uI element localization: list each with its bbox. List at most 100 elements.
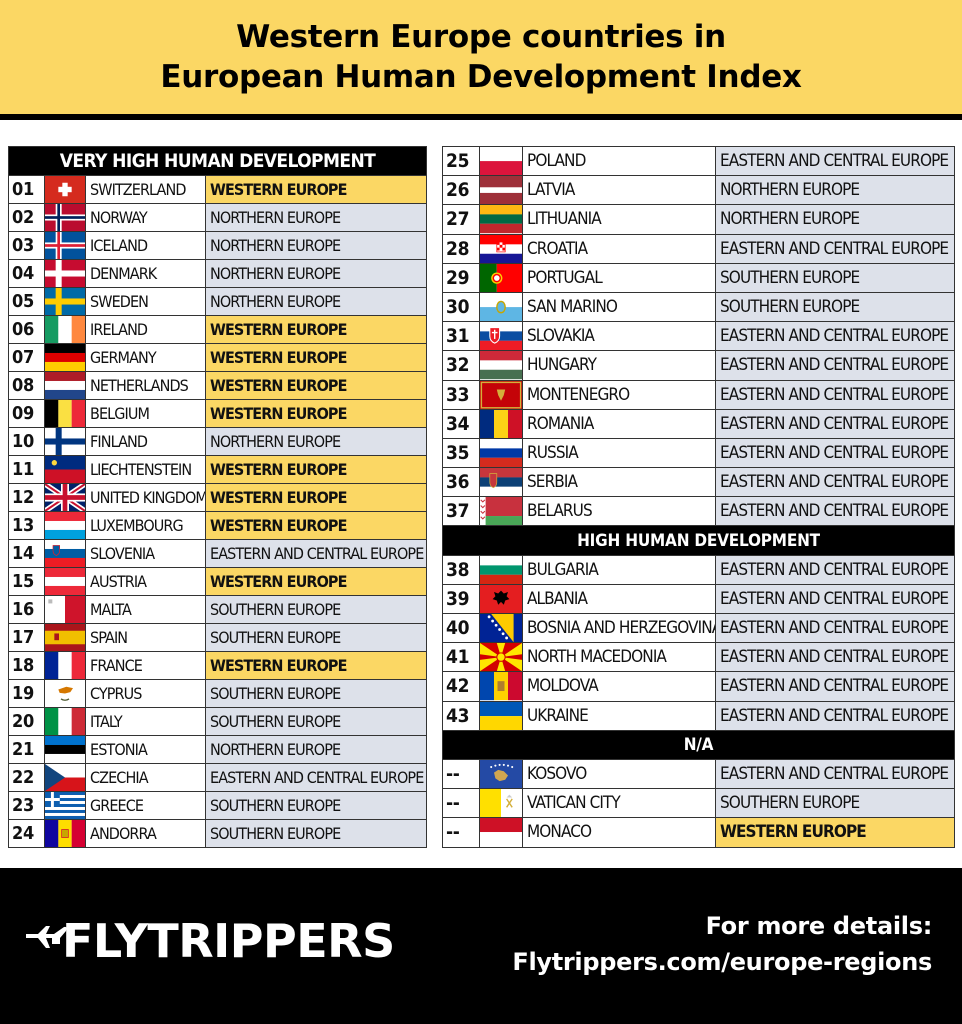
denmark-flag bbox=[44, 259, 86, 288]
country-name: BOSNIA AND HERZEGOVINA bbox=[522, 612, 716, 644]
portugal-flag bbox=[479, 262, 523, 293]
rank: 37 bbox=[442, 496, 480, 527]
hungary-flag bbox=[479, 350, 523, 381]
country-name: ESTONIA bbox=[85, 735, 206, 764]
country-name: UNITED KINGDOM bbox=[85, 483, 206, 512]
table-row: 36 SERBIA EASTERN AND CENTRAL EUROPE bbox=[442, 467, 955, 498]
table-row: 23 GREECE SOUTHERN EUROPE bbox=[8, 791, 427, 820]
footer: FLYTRIPPERS For more details: Flytripper… bbox=[0, 868, 962, 1024]
greece-flag bbox=[44, 791, 86, 820]
table-row: 15 AUSTRIA WESTERN EUROPE bbox=[8, 567, 427, 596]
region-label: EASTERN AND CENTRAL EUROPE bbox=[715, 642, 955, 673]
russia-flag bbox=[479, 437, 523, 469]
andorra-flag bbox=[44, 819, 86, 848]
country-name: MONTENEGRO bbox=[522, 379, 716, 410]
spain-flag bbox=[44, 623, 86, 652]
region-label: SOUTHERN EUROPE bbox=[205, 623, 427, 652]
germany-flag bbox=[44, 343, 86, 372]
table-row: 21 ESTONIA NORTHERN EUROPE bbox=[8, 735, 427, 764]
country-name: SLOVAKIA bbox=[522, 321, 716, 352]
rank: 10 bbox=[8, 427, 45, 456]
table-row: 14 SLOVENIA EASTERN AND CENTRAL EUROPE bbox=[8, 539, 427, 568]
country-name: RUSSIA bbox=[522, 437, 716, 469]
rank: 14 bbox=[8, 539, 45, 568]
country-name: PORTUGAL bbox=[522, 262, 716, 293]
rank: -- bbox=[442, 817, 480, 848]
rank: 24 bbox=[8, 819, 45, 848]
rank: 20 bbox=[8, 707, 45, 736]
lithuania-flag bbox=[479, 204, 523, 235]
rank: 01 bbox=[8, 175, 45, 204]
table-row: 34 ROMANIA EASTERN AND CENTRAL EUROPE bbox=[442, 408, 955, 439]
country-name: LATVIA bbox=[522, 175, 716, 206]
country-name: BELARUS bbox=[522, 496, 716, 527]
rank: 39 bbox=[442, 583, 480, 615]
region-label: SOUTHERN EUROPE bbox=[205, 595, 427, 624]
rank: 13 bbox=[8, 511, 45, 540]
rank: 35 bbox=[442, 437, 480, 469]
rank: 03 bbox=[8, 231, 45, 260]
table-row: 16 MALTA SOUTHERN EUROPE bbox=[8, 595, 427, 624]
region-label: EASTERN AND CENTRAL EUROPE bbox=[715, 700, 955, 731]
table-row: 06 IRELAND WESTERN EUROPE bbox=[8, 315, 427, 344]
region-label: EASTERN AND CENTRAL EUROPE bbox=[715, 145, 955, 177]
section-header-high: HIGH HUMAN DEVELOPMENT bbox=[442, 525, 955, 556]
table-row: 42 MOLDOVA EASTERN AND CENTRAL EUROPE bbox=[442, 671, 955, 702]
poland-flag bbox=[479, 145, 523, 177]
section-title: HIGH HUMAN DEVELOPMENT bbox=[442, 525, 955, 556]
ireland-flag bbox=[44, 315, 86, 344]
san-marino-flag bbox=[479, 291, 523, 323]
section-header-na: N/A bbox=[442, 729, 955, 760]
table-row: 28 CROATIA EASTERN AND CENTRAL EUROPE bbox=[442, 233, 955, 264]
footer-details: For more details: Flytrippers.com/europe… bbox=[512, 908, 932, 980]
table-row: 20 ITALY SOUTHERN EUROPE bbox=[8, 707, 427, 736]
region-label: WESTERN EUROPE bbox=[205, 511, 427, 540]
table-row: 35 RUSSIA EASTERN AND CENTRAL EUROPE bbox=[442, 437, 955, 469]
country-name: VATICAN CITY bbox=[522, 788, 716, 819]
table-row: 02 NORWAY NORTHERN EUROPE bbox=[8, 203, 427, 232]
flytrippers-logo[interactable]: FLYTRIPPERS bbox=[24, 914, 395, 968]
belgium-flag bbox=[44, 399, 86, 428]
rank: 11 bbox=[8, 455, 45, 484]
region-label: SOUTHERN EUROPE bbox=[205, 707, 427, 736]
region-label: WESTERN EUROPE bbox=[205, 567, 427, 596]
country-name: BULGARIA bbox=[522, 554, 716, 585]
country-name: ROMANIA bbox=[522, 408, 716, 439]
rank: 07 bbox=[8, 343, 45, 372]
table-row: 38 BULGARIA EASTERN AND CENTRAL EUROPE bbox=[442, 554, 955, 585]
netherlands-flag bbox=[44, 371, 86, 400]
table-row: 29 PORTUGAL SOUTHERN EUROPE bbox=[442, 262, 955, 293]
table-row: 43 UKRAINE EASTERN AND CENTRAL EUROPE bbox=[442, 700, 955, 731]
table-row: 13 LUXEMBOURG WESTERN EUROPE bbox=[8, 511, 427, 540]
romania-flag bbox=[479, 408, 523, 439]
rank: 15 bbox=[8, 567, 45, 596]
region-label: SOUTHERN EUROPE bbox=[205, 679, 427, 708]
region-label: EASTERN AND CENTRAL EUROPE bbox=[715, 350, 955, 381]
cyprus-flag bbox=[44, 679, 86, 708]
section-header-very-high: VERY HIGH HUMAN DEVELOPMENT bbox=[8, 146, 427, 176]
table-row: 25 POLAND EASTERN AND CENTRAL EUROPE bbox=[442, 145, 955, 177]
table-row: 17 SPAIN SOUTHERN EUROPE bbox=[8, 623, 427, 652]
region-label: EASTERN AND CENTRAL EUROPE bbox=[715, 583, 955, 615]
region-label: EASTERN AND CENTRAL EUROPE bbox=[715, 671, 955, 702]
region-label: WESTERN EUROPE bbox=[715, 817, 955, 848]
table-row: -- MONACO WESTERN EUROPE bbox=[442, 817, 955, 848]
table-row: 22 CZECHIA EASTERN AND CENTRAL EUROPE bbox=[8, 763, 427, 792]
section-title: N/A bbox=[442, 729, 955, 760]
country-name: CZECHIA bbox=[85, 763, 206, 792]
czechia-flag bbox=[44, 763, 86, 792]
region-label: EASTERN AND CENTRAL EUROPE bbox=[715, 758, 955, 790]
region-label: EASTERN AND CENTRAL EUROPE bbox=[715, 233, 955, 264]
region-label: WESTERN EUROPE bbox=[205, 651, 427, 680]
country-name: KOSOVO bbox=[522, 758, 716, 790]
country-name: GERMANY bbox=[85, 343, 206, 372]
region-label: EASTERN AND CENTRAL EUROPE bbox=[715, 321, 955, 352]
rank: 06 bbox=[8, 315, 45, 344]
rank: 31 bbox=[442, 321, 480, 352]
region-label: EASTERN AND CENTRAL EUROPE bbox=[715, 496, 955, 527]
table-row: 10 FINLAND NORTHERN EUROPE bbox=[8, 427, 427, 456]
region-label: NORTHERN EUROPE bbox=[205, 735, 427, 764]
monaco-flag bbox=[479, 817, 523, 848]
details-link[interactable]: Flytrippers.com/europe-regions bbox=[512, 948, 932, 976]
rank: 17 bbox=[8, 623, 45, 652]
